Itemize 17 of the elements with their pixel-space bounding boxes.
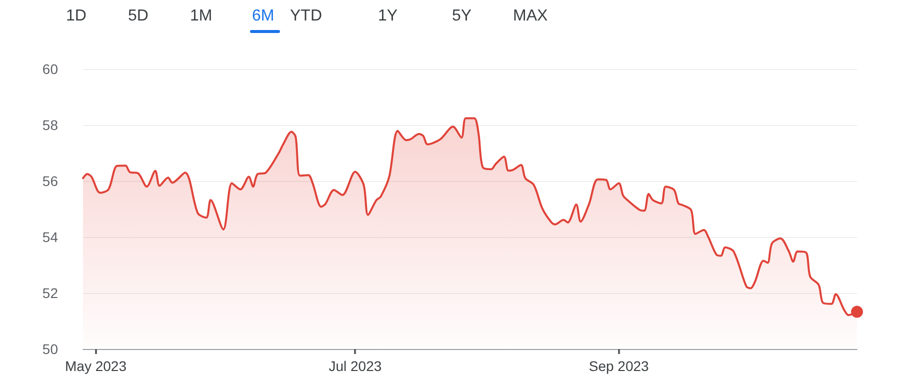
text: 1M (190, 8, 212, 24)
text: YTD (290, 8, 322, 24)
text: 6M (252, 8, 274, 24)
text: 5Y (452, 8, 472, 24)
text: 5D (128, 8, 148, 24)
y-tick-label: 54 (42, 229, 58, 245)
text: 1Y (378, 8, 398, 24)
text: 1D (66, 8, 86, 24)
y-tick-label: 52 (42, 285, 58, 301)
x-tick-label: Sep 2023 (588, 358, 650, 374)
text: MAX (513, 8, 548, 24)
x-tick-label: May 2023 (65, 358, 127, 374)
y-tick-label: 50 (42, 341, 58, 357)
y-tick-label: 58 (42, 117, 58, 133)
y-tick-label: 60 (42, 61, 58, 77)
x-tick-label: Jul 2023 (328, 358, 382, 374)
y-tick-label: 56 (42, 173, 58, 189)
